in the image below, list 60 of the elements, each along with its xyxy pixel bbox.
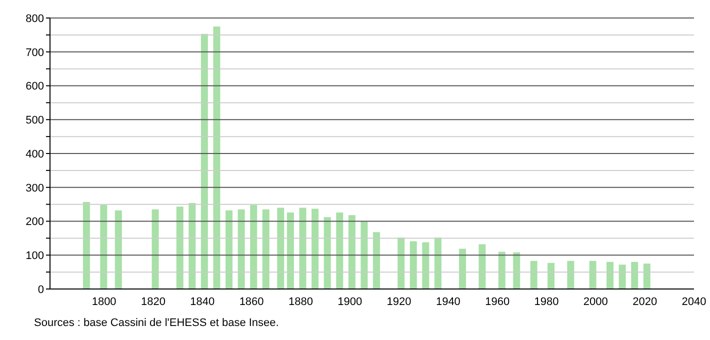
bar	[114, 210, 122, 289]
bar	[324, 217, 331, 289]
bar	[643, 264, 650, 289]
x-tick-label: 1880	[288, 296, 313, 308]
x-tick-label: 1980	[534, 296, 559, 308]
source-note: Sources : base Cassini de l'EHESS et base Insee.	[34, 317, 280, 329]
bar	[567, 260, 574, 289]
bar	[360, 222, 368, 289]
bar	[213, 26, 220, 289]
bar	[410, 241, 417, 289]
bar	[262, 209, 270, 289]
x-tick-label: 1820	[140, 296, 166, 308]
y-tick-label: 500	[26, 114, 44, 127]
bar	[226, 210, 233, 289]
bar	[286, 212, 294, 289]
bar	[631, 262, 638, 289]
y-tick-label: 200	[26, 216, 44, 228]
y-tick-label: 800	[26, 12, 44, 25]
bar	[82, 202, 90, 289]
y-tick-label: 0	[38, 284, 44, 296]
bar	[422, 242, 430, 289]
bar	[336, 212, 344, 289]
bar	[398, 238, 405, 289]
x-tick-label: 1900	[338, 296, 362, 308]
bar	[513, 252, 520, 289]
y-tick-label: 300	[26, 182, 44, 194]
bar	[459, 248, 466, 289]
x-tick-label: 2020	[632, 296, 658, 308]
y-tick-label: 600	[26, 80, 44, 93]
bar	[250, 204, 258, 289]
y-tick-label: 700	[26, 46, 44, 59]
y-tick-label: 400	[26, 148, 44, 160]
x-tick-label: 1840	[190, 296, 215, 308]
bar	[188, 202, 196, 289]
bar	[589, 260, 596, 289]
bar	[299, 208, 306, 289]
bar	[618, 264, 626, 289]
bar	[498, 252, 506, 289]
bar	[606, 262, 614, 289]
bar	[373, 232, 380, 289]
x-tick-label: 1800	[92, 296, 116, 308]
bar	[348, 215, 356, 289]
bar	[530, 260, 538, 289]
x-tick-label: 1860	[239, 296, 264, 308]
bar	[238, 209, 245, 289]
x-tick-label: 2000	[583, 296, 608, 308]
bar	[312, 208, 319, 289]
x-tick-label: 1920	[386, 296, 412, 308]
x-tick-label: 1940	[436, 296, 460, 308]
bar	[548, 262, 555, 289]
bar	[434, 238, 442, 289]
bar	[277, 208, 284, 289]
bar	[478, 244, 486, 289]
y-tick-label: 100	[26, 250, 44, 262]
bar	[200, 34, 208, 289]
bar	[100, 204, 108, 289]
x-tick-label: 2040	[682, 296, 706, 308]
bar	[152, 209, 159, 289]
x-tick-label: 1960	[485, 296, 510, 308]
bar	[176, 206, 184, 289]
